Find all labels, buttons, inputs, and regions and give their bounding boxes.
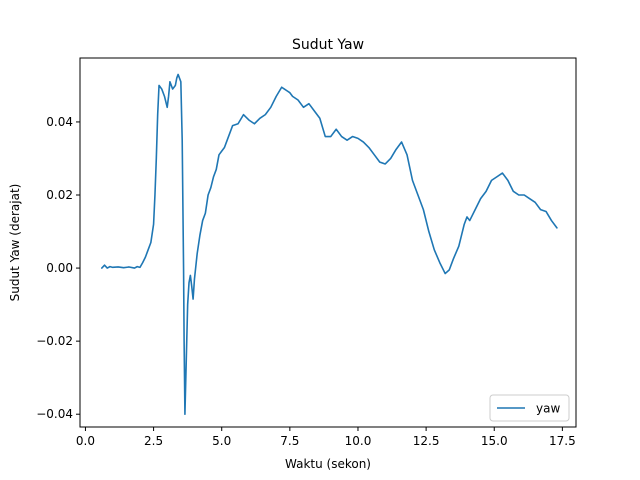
yaw-series-line bbox=[101, 73, 558, 416]
x-tick-label: 12.5 bbox=[413, 434, 440, 448]
y-tick-label: −0.02 bbox=[36, 334, 73, 348]
x-axis-ticks: 0.0 2.5 5.0 7.5 10.0 12.5 15.0 17.5 bbox=[76, 427, 576, 448]
legend: yaw bbox=[489, 394, 570, 422]
legend-label-yaw: yaw bbox=[536, 402, 560, 416]
x-tick-label: 10.0 bbox=[345, 434, 372, 448]
legend-box bbox=[489, 394, 570, 422]
x-tick-label: 7.5 bbox=[280, 434, 299, 448]
plot-area bbox=[79, 57, 577, 428]
x-tick-label: 2.5 bbox=[144, 434, 163, 448]
y-tick-label: 0.04 bbox=[46, 115, 73, 129]
y-axis-ticks: −0.04 −0.02 0.00 0.02 0.04 bbox=[36, 115, 80, 421]
y-tick-label: 0.00 bbox=[46, 261, 73, 275]
y-tick-label: −0.04 bbox=[36, 407, 73, 421]
x-tick-label: 0.0 bbox=[76, 434, 95, 448]
x-tick-label: 17.5 bbox=[549, 434, 576, 448]
y-axis-label: Sudut Yaw (derajat) bbox=[8, 184, 22, 302]
plot-frame bbox=[79, 57, 577, 428]
chart-title: Sudut Yaw bbox=[292, 37, 364, 53]
x-tick-label: 15.0 bbox=[481, 434, 508, 448]
x-tick-label: 5.0 bbox=[212, 434, 231, 448]
y-tick-label: 0.02 bbox=[46, 188, 73, 202]
x-axis-label: Waktu (sekon) bbox=[285, 457, 371, 471]
